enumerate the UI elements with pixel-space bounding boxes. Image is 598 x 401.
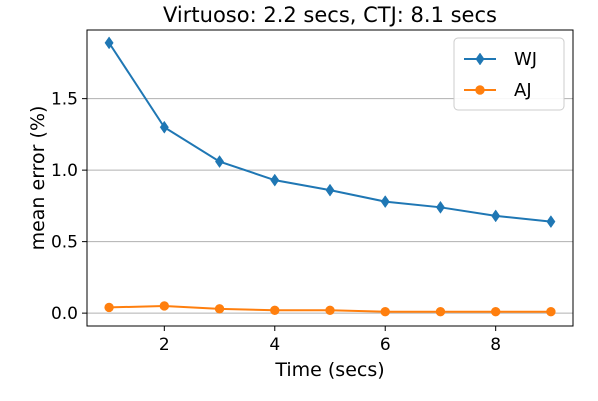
data-point xyxy=(490,307,501,317)
x-tick-label: 6 xyxy=(380,335,391,355)
data-point xyxy=(104,36,114,50)
x-tick-label: 4 xyxy=(269,335,280,355)
legend-entry: AJ xyxy=(464,80,532,101)
y-tick-label: 0.5 xyxy=(51,233,78,253)
legend: WJ AJ xyxy=(453,37,565,111)
x-tick-label: 8 xyxy=(490,335,501,355)
chart-title: Virtuoso: 2.2 secs, CTJ: 8.1 secs xyxy=(163,3,497,27)
data-point xyxy=(270,305,280,315)
data-point xyxy=(104,302,114,313)
series-layer xyxy=(104,36,556,317)
axes-layer: 0.0 0.5 1.0 1.5 2 4 6 8 xyxy=(51,90,501,355)
data-point xyxy=(214,304,225,314)
legend-swatch-marker xyxy=(475,85,485,95)
y-tick-label: 0.0 xyxy=(51,304,78,324)
legend-entry: WJ xyxy=(464,49,537,70)
series-aj xyxy=(104,301,556,317)
data-point xyxy=(159,120,169,134)
y-axis-title: mean error (%) xyxy=(27,106,49,251)
data-point xyxy=(546,307,556,317)
legend-label: AJ xyxy=(514,80,532,101)
data-point xyxy=(380,195,390,209)
x-axis-title: Time (secs) xyxy=(274,359,384,381)
legend-swatch-marker xyxy=(475,52,485,66)
data-point xyxy=(491,209,501,223)
y-tick-label: 1.5 xyxy=(51,90,78,110)
data-point xyxy=(159,301,170,311)
data-point xyxy=(435,307,446,317)
legend-box xyxy=(453,37,565,111)
data-point xyxy=(380,307,390,317)
data-point xyxy=(546,215,556,229)
data-point xyxy=(325,305,335,315)
series-wj xyxy=(104,36,556,229)
gridlines xyxy=(87,98,573,314)
data-point xyxy=(215,155,225,168)
data-point xyxy=(325,183,335,197)
data-point xyxy=(435,200,445,214)
legend-label: WJ xyxy=(514,49,537,70)
y-tick-label: 1.0 xyxy=(51,161,78,181)
x-tick-label: 2 xyxy=(159,335,170,355)
plot-frame xyxy=(86,29,574,327)
data-point xyxy=(270,173,280,187)
